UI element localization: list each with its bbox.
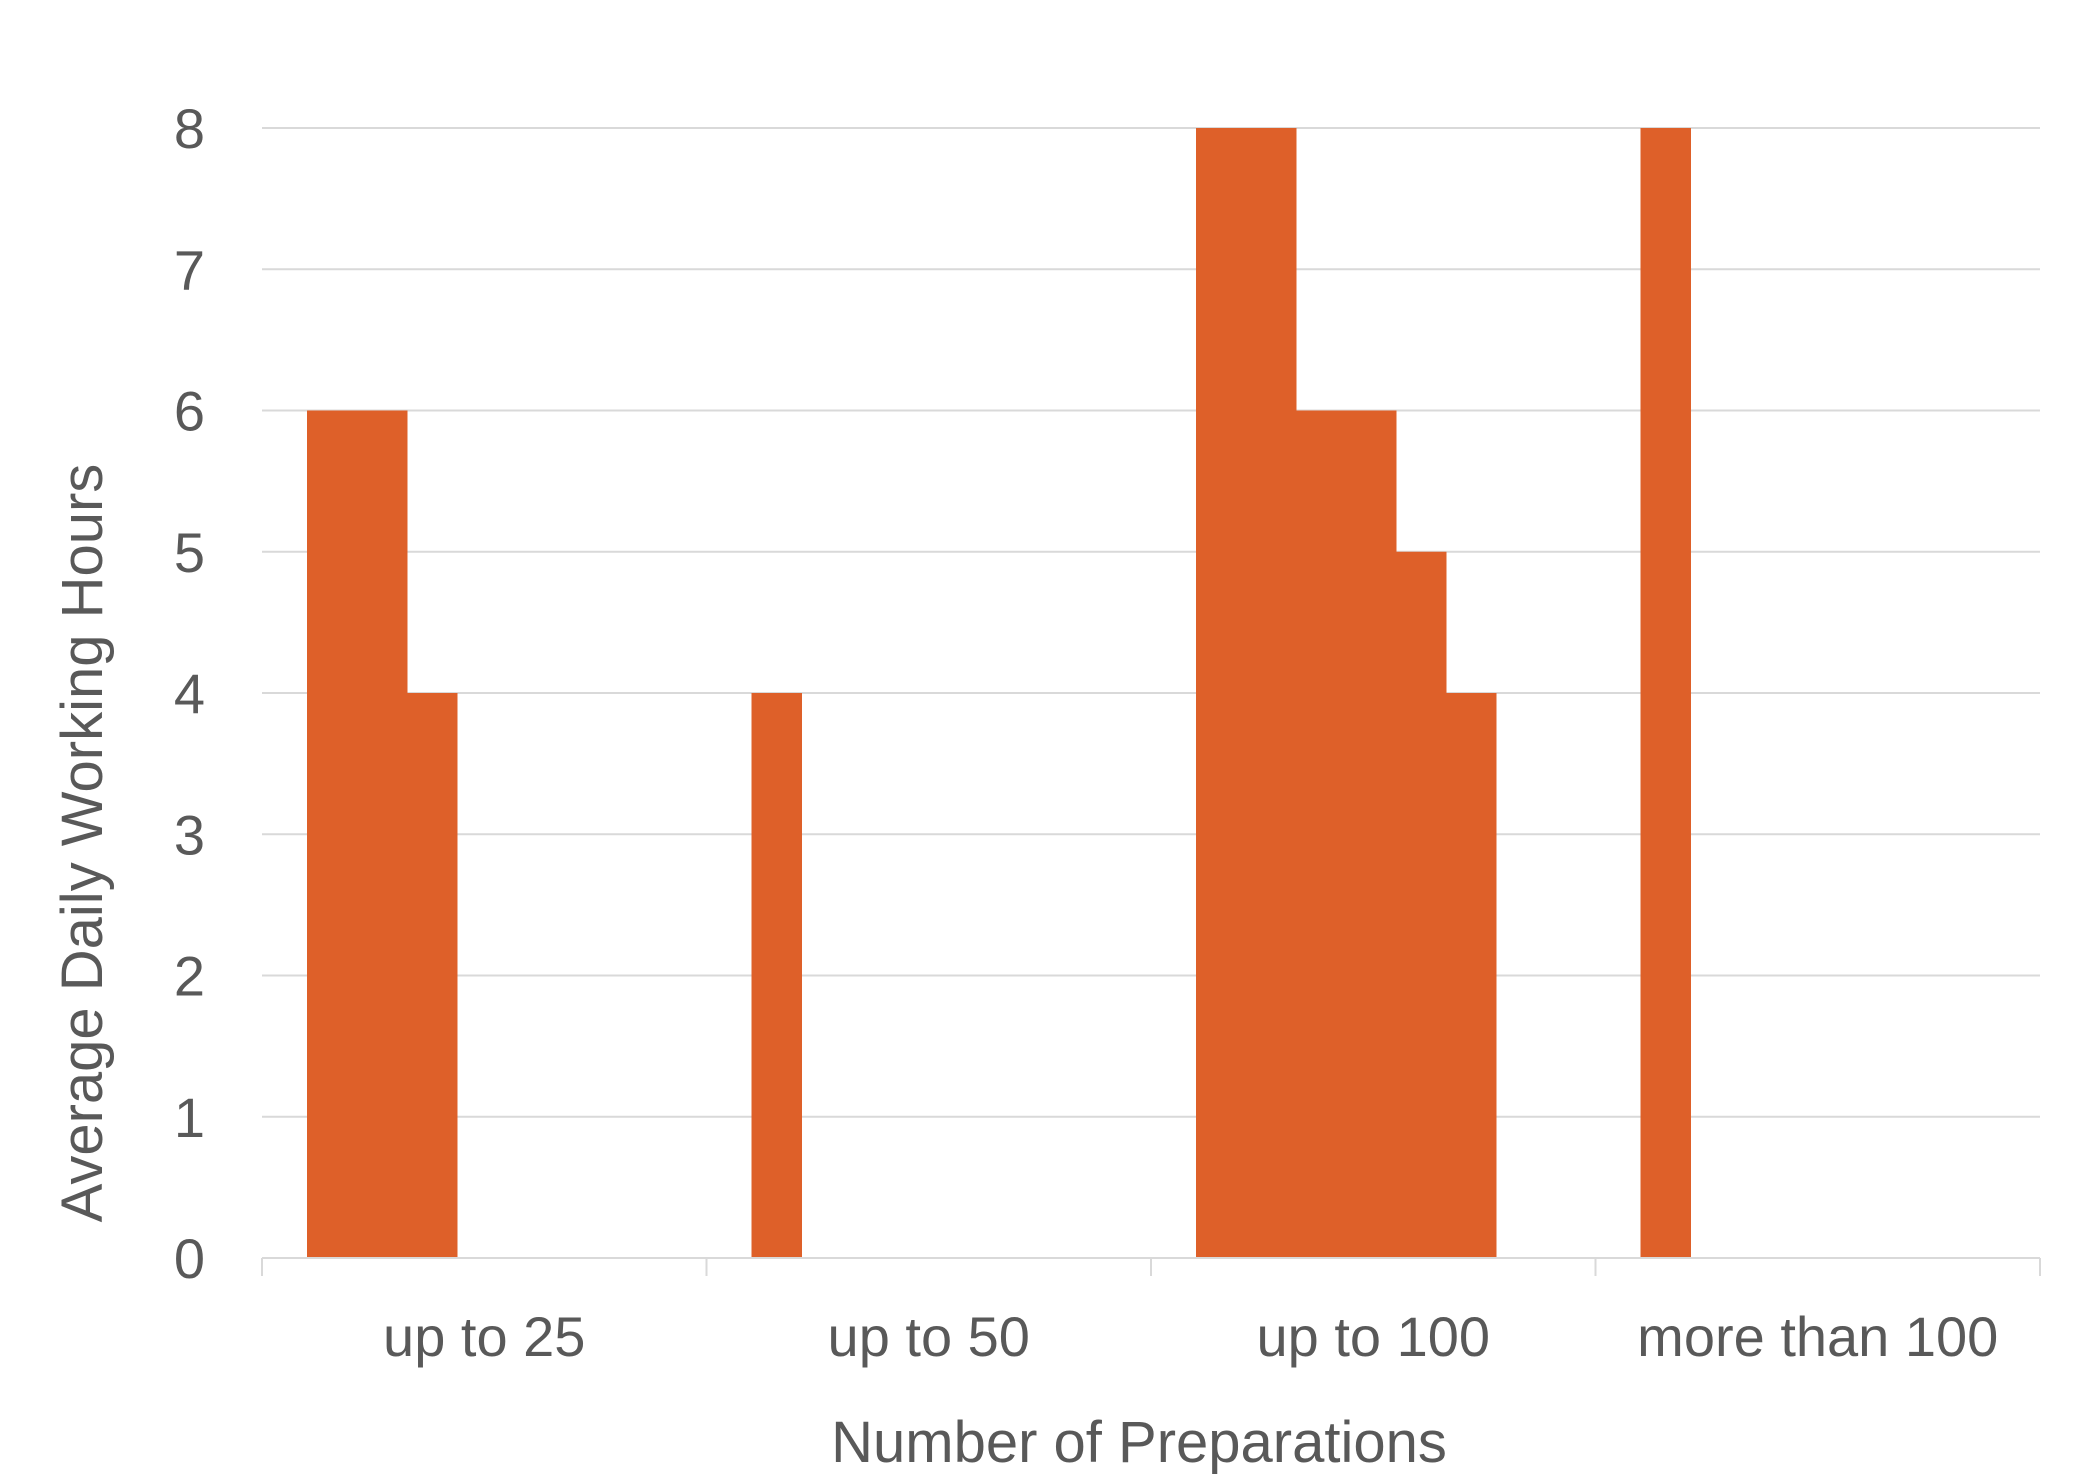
- x-tick-label: more than 100: [1637, 1305, 1998, 1368]
- y-tick-label: 1: [174, 1086, 205, 1149]
- bar: [357, 410, 408, 1258]
- x-tick-label: up to 50: [828, 1305, 1030, 1368]
- y-tick-label: 7: [174, 238, 205, 301]
- x-axis-ticks: up to 25 up to 50 up to 100 more than 100: [383, 1305, 1998, 1368]
- bar: [751, 693, 802, 1258]
- bar: [1296, 410, 1347, 1258]
- bars: [307, 128, 1691, 1258]
- bar: [1446, 693, 1497, 1258]
- x-axis: [261, 1257, 2041, 1276]
- bar: [1196, 128, 1247, 1258]
- bar: [407, 693, 458, 1258]
- x-tick-label: up to 25: [383, 1305, 585, 1368]
- y-tick-label: 0: [174, 1227, 205, 1290]
- y-tick-label: 8: [174, 97, 205, 160]
- bar: [307, 410, 358, 1258]
- y-tick-label: 5: [174, 521, 205, 584]
- x-tick-label: up to 100: [1256, 1305, 1490, 1368]
- x-axis-title: Number of Preparations: [831, 1410, 1447, 1475]
- y-axis-title: Average Daily Working Hours: [50, 464, 115, 1223]
- y-axis-ticks: 0 1 2 3 4 5 6 7 8: [174, 97, 205, 1290]
- gridlines: [262, 127, 2040, 1118]
- bar: [1640, 128, 1691, 1258]
- y-tick-label: 3: [174, 803, 205, 866]
- y-tick-label: 4: [174, 662, 205, 725]
- y-tick-label: 6: [174, 380, 205, 443]
- y-tick-label: 2: [174, 945, 205, 1008]
- bar: [1396, 551, 1447, 1258]
- bar: [1246, 128, 1297, 1258]
- bar: [1346, 410, 1397, 1258]
